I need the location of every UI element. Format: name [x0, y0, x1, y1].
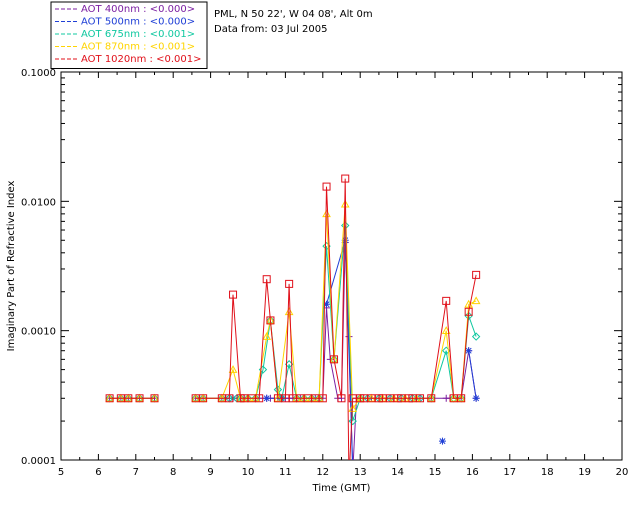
series-line [195, 225, 477, 422]
data-point [472, 270, 481, 279]
legend-label: AOT 500nm : <0.000> [81, 17, 195, 28]
data-point [322, 209, 331, 218]
data-point [323, 300, 331, 308]
data-point [471, 296, 481, 305]
x-tick-label: 12 [316, 467, 329, 478]
data-point [262, 275, 271, 284]
x-tick-label: 14 [391, 467, 404, 478]
series-5 [105, 174, 481, 460]
data-point [273, 385, 283, 394]
series-layer [105, 174, 481, 460]
x-tick-label: 11 [279, 467, 292, 478]
data-point [465, 347, 473, 355]
x-tick-label: 8 [170, 467, 176, 478]
data-point [341, 221, 350, 230]
legend-label: AOT 1020nm : <0.001> [81, 54, 201, 65]
series-line [468, 350, 477, 399]
data-point [416, 394, 425, 403]
data-point [472, 394, 480, 402]
site-info-line: PML, N 50 22', W 04 08', Alt 0m [214, 9, 373, 20]
x-tick-label: 19 [578, 467, 591, 478]
x-axis-label: Time (GMT) [312, 483, 371, 494]
data-point [442, 296, 451, 305]
data-point [266, 316, 275, 325]
x-tick-label: 15 [429, 467, 442, 478]
data-point [263, 394, 271, 402]
x-tick-label: 9 [207, 467, 213, 478]
data-point [105, 394, 114, 403]
data-point [341, 236, 349, 244]
y-tick-label: 0.0100 [21, 197, 56, 208]
x-tick-label: 20 [616, 467, 629, 478]
y-tick-label: 0.1000 [21, 68, 56, 79]
x-tick-label: 13 [354, 467, 367, 478]
legend-label: AOT 400nm : <0.000> [81, 4, 195, 15]
data-point [471, 332, 481, 341]
axes: 5 6 7 8 9 10 11 12 13 14 15 16 17 18 19 20 0.0001 0.0010 0… [6, 68, 628, 494]
data-point [150, 394, 159, 403]
data-point [318, 394, 327, 403]
data-point [124, 394, 133, 403]
legend-box [50, 1, 208, 69]
x-tick-label: 7 [133, 467, 139, 478]
x-tick-label: 17 [503, 467, 516, 478]
legend-label: AOT 675nm : <0.001> [81, 29, 195, 40]
x-tick-label: 10 [242, 467, 255, 478]
data-point [464, 307, 473, 316]
legend-label: AOT 870nm : <0.001> [81, 42, 195, 53]
data-point [329, 354, 339, 363]
data-point [337, 394, 346, 403]
data-point [438, 437, 446, 445]
x-tick-label: 18 [541, 467, 554, 478]
x-tick-label: 6 [95, 467, 101, 478]
data-point [285, 279, 294, 288]
data-point [135, 394, 144, 403]
data-point [322, 182, 331, 191]
data-point [341, 174, 350, 183]
data-point [284, 307, 294, 316]
y-axis-label: Imaginary Part of Refractive Index [6, 181, 17, 352]
data-point [464, 311, 473, 321]
site-info: PML, N 50 22', W 04 08', Alt 0m Data from… [214, 9, 373, 35]
data-point [457, 394, 466, 403]
data-point [229, 290, 238, 299]
data-point [348, 404, 358, 412]
legend: AOT 400nm : <0.000>AOT 500nm : <0.000>AO… [50, 1, 208, 69]
data-point [225, 394, 234, 403]
data-point [262, 332, 272, 340]
series-2 [229, 236, 480, 460]
data-point [330, 355, 339, 364]
data-point [228, 365, 238, 373]
data-point [427, 394, 436, 403]
y-tick-label: 0.0010 [21, 327, 56, 338]
data-point [255, 394, 264, 403]
series-line [195, 178, 477, 460]
y-tick-label: 0.0001 [21, 456, 56, 467]
site-info-line: Data from: 03 Jul 2005 [214, 24, 327, 35]
data-point [199, 394, 208, 403]
x-tick-label: 5 [58, 467, 64, 478]
x-tick-label: 16 [466, 467, 479, 478]
data-point [348, 416, 357, 426]
